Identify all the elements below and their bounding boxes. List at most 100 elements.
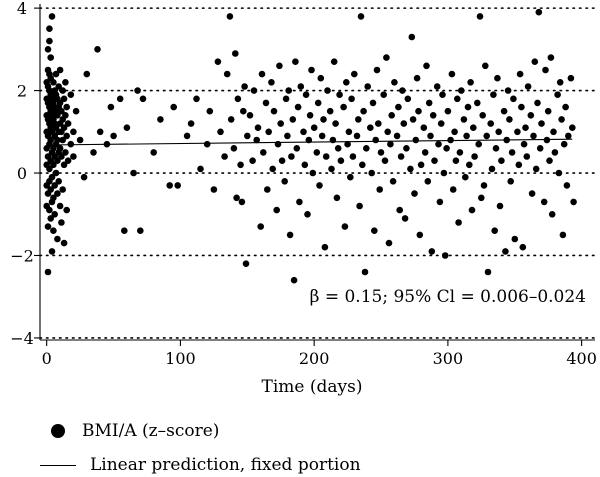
data-point (54, 157, 61, 164)
data-point (423, 62, 430, 70)
data-point (409, 116, 417, 123)
data-point (524, 83, 532, 90)
data-point (420, 124, 428, 131)
data-point (492, 145, 500, 152)
data-point (240, 107, 247, 115)
data-point (435, 140, 442, 148)
data-point (174, 182, 181, 189)
data-point (527, 112, 535, 119)
legend-item-line: Linear prediction, fixed portion (40, 455, 361, 475)
data-point (44, 46, 52, 53)
data-point (507, 178, 514, 185)
data-point (123, 124, 131, 131)
data-point (80, 173, 88, 181)
data-point (187, 120, 195, 127)
data-point (183, 132, 191, 140)
data-point (314, 99, 322, 107)
data-point (62, 79, 69, 86)
data-point (321, 243, 329, 251)
data-point (294, 103, 302, 111)
data-point (254, 124, 262, 131)
data-point (56, 202, 64, 210)
data-point (384, 128, 392, 136)
data-point (516, 70, 524, 78)
data-point (260, 149, 267, 156)
data-points (43, 8, 577, 284)
data-point (447, 136, 454, 144)
data-point (265, 128, 273, 136)
data-point (249, 157, 256, 164)
data-point (54, 136, 61, 144)
data-point (332, 120, 339, 127)
data-point (462, 173, 469, 181)
prediction-line (46, 138, 573, 146)
data-point (528, 190, 536, 197)
data-point (389, 178, 397, 185)
data-point (522, 124, 529, 131)
data-point (310, 124, 318, 131)
data-point (454, 95, 461, 103)
data-point (510, 95, 517, 103)
data-point (238, 198, 246, 206)
data-point (437, 120, 445, 127)
data-point (150, 149, 157, 156)
data-point (221, 153, 228, 160)
data-point (214, 58, 222, 65)
data-point (347, 173, 354, 181)
data-point (488, 165, 496, 173)
data-point (63, 132, 70, 140)
data-point (476, 13, 484, 20)
data-point (494, 74, 501, 82)
data-point (288, 153, 295, 160)
data-point (464, 103, 472, 111)
data-point (475, 140, 483, 148)
data-point (62, 112, 69, 119)
data-point (55, 178, 62, 185)
data-point (60, 95, 68, 103)
data-point (498, 157, 505, 164)
data-point (550, 128, 557, 136)
data-point (341, 223, 349, 230)
data-point (496, 202, 504, 210)
x-tick-label: 100 (165, 349, 196, 368)
data-point (367, 124, 374, 131)
data-point (391, 79, 398, 86)
data-point (360, 107, 367, 115)
data-point (348, 95, 355, 103)
data-point (433, 83, 441, 90)
data-point (559, 231, 567, 239)
data-point (371, 227, 378, 234)
filled-circle-icon (51, 424, 65, 438)
x-axis: 0 100 200 300 400 (42, 340, 597, 368)
data-point (46, 165, 53, 173)
data-point (463, 132, 470, 140)
data-point (514, 128, 521, 136)
data-point (55, 83, 62, 90)
data-point (487, 120, 495, 127)
data-point (48, 13, 56, 20)
data-point (244, 132, 251, 140)
data-point (226, 13, 234, 20)
data-point (52, 169, 60, 177)
data-point (353, 132, 361, 140)
data-point (542, 66, 549, 74)
data-point (558, 116, 565, 123)
data-point (63, 206, 70, 214)
data-point (306, 112, 314, 119)
data-point (60, 124, 68, 131)
data-point (300, 128, 307, 136)
data-point (250, 87, 258, 94)
data-point (56, 99, 64, 107)
data-point (322, 153, 330, 160)
y-tick-label: 0 (17, 164, 27, 183)
data-point (107, 103, 115, 111)
data-point (96, 128, 104, 136)
data-point (380, 91, 388, 98)
data-point (223, 70, 231, 78)
beta-annotation: β = 0.15; 95% Cl = 0.006–0.024 (310, 287, 586, 307)
data-point (110, 132, 117, 140)
data-point (504, 87, 512, 94)
legend-item-points: BMI/A (z–score) (40, 421, 219, 441)
data-point (401, 215, 409, 222)
data-point (234, 95, 242, 103)
